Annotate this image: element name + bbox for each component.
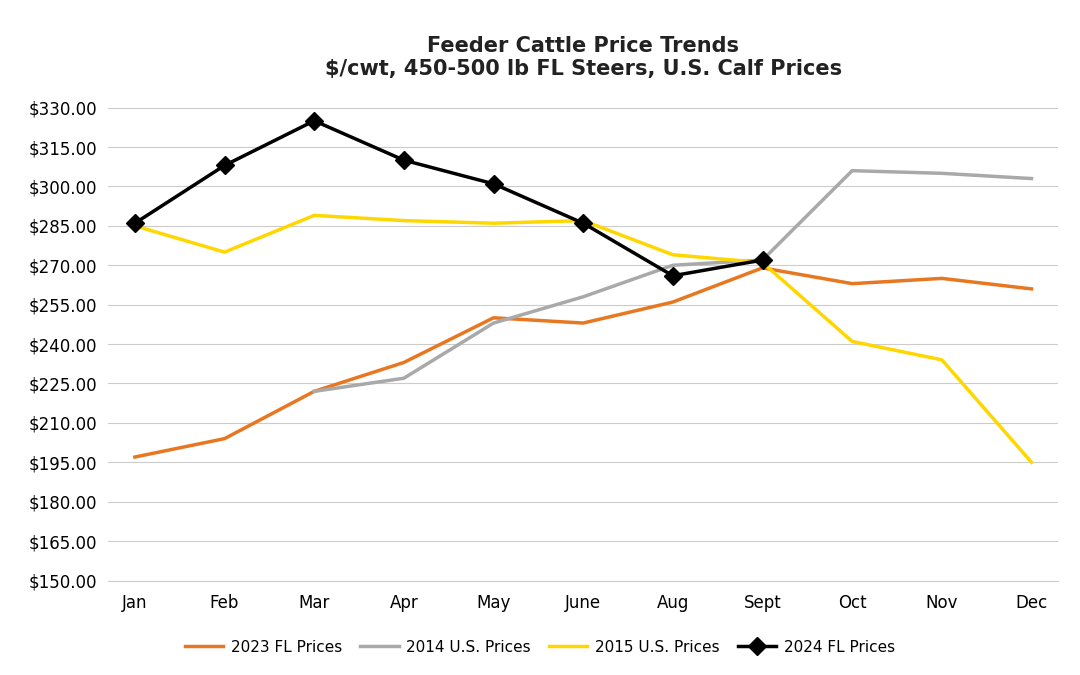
2015 U.S. Prices: [129, 222, 141, 230]
2023 FL Prices: [577, 319, 590, 327]
2015 U.S. Prices: [1025, 458, 1038, 466]
2023 FL Prices: [308, 387, 321, 396]
2024 FL Prices: [218, 161, 231, 169]
2023 FL Prices: [756, 264, 769, 272]
2023 FL Prices: [1025, 285, 1038, 293]
2015 U.S. Prices: [218, 248, 231, 256]
2024 FL Prices: [487, 180, 500, 188]
2023 FL Prices: [218, 435, 231, 443]
2015 U.S. Prices: [487, 219, 500, 227]
2015 U.S. Prices: [666, 250, 679, 259]
Line: 2015 U.S. Prices: 2015 U.S. Prices: [135, 215, 1031, 462]
2023 FL Prices: [666, 298, 679, 306]
2024 FL Prices: [666, 272, 679, 280]
2023 FL Prices: [487, 314, 500, 322]
2023 FL Prices: [846, 279, 859, 288]
Title: Feeder Cattle Price Trends
$/cwt, 450-500 lb FL Steers, U.S. Calf Prices: Feeder Cattle Price Trends $/cwt, 450-50…: [325, 36, 841, 79]
Line: 2023 FL Prices: 2023 FL Prices: [135, 268, 1031, 457]
2024 FL Prices: [397, 156, 410, 164]
2015 U.S. Prices: [397, 217, 410, 225]
2023 FL Prices: [397, 358, 410, 367]
2023 FL Prices: [935, 274, 948, 282]
2015 U.S. Prices: [577, 217, 590, 225]
Legend: 2023 FL Prices, 2014 U.S. Prices, 2015 U.S. Prices, 2024 FL Prices: 2023 FL Prices, 2014 U.S. Prices, 2015 U…: [179, 633, 901, 661]
Line: 2024 FL Prices: 2024 FL Prices: [129, 115, 769, 282]
2024 FL Prices: [577, 219, 590, 227]
2015 U.S. Prices: [846, 338, 859, 346]
2015 U.S. Prices: [935, 356, 948, 364]
2024 FL Prices: [308, 117, 321, 125]
2024 FL Prices: [129, 219, 141, 227]
2023 FL Prices: [129, 453, 141, 461]
2015 U.S. Prices: [756, 259, 769, 267]
2024 FL Prices: [756, 256, 769, 264]
2015 U.S. Prices: [308, 211, 321, 219]
